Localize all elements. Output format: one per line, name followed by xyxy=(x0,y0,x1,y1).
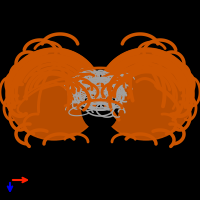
Ellipse shape xyxy=(98,48,194,140)
Ellipse shape xyxy=(6,48,102,140)
Ellipse shape xyxy=(82,90,118,130)
